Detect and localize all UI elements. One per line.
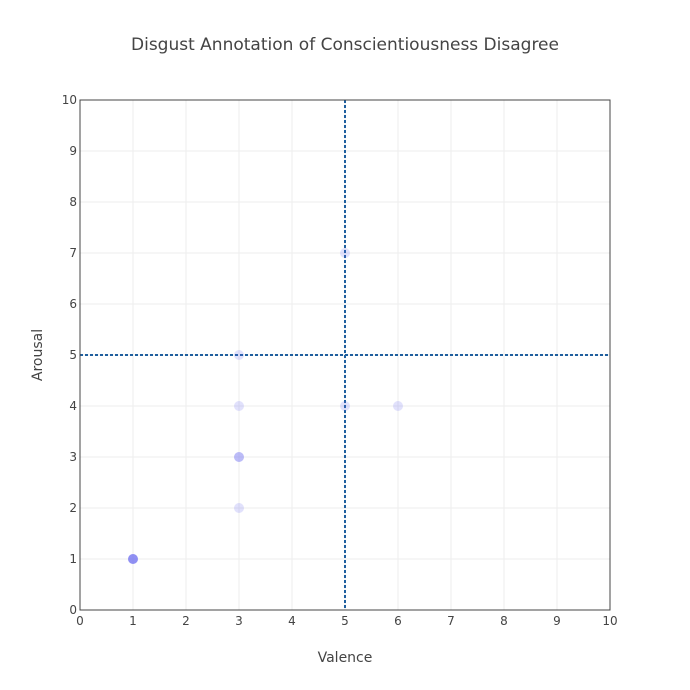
chart-title: Disgust Annotation of Conscientiousness … <box>131 35 559 55</box>
data-point <box>234 503 244 513</box>
y-tick-label: 2 <box>69 501 77 515</box>
y-axis-ticks: 0 1 2 3 4 5 6 7 8 9 10 <box>62 93 77 617</box>
y-tick-label: 9 <box>69 144 77 158</box>
data-point <box>393 401 403 411</box>
x-tick-label: 3 <box>235 614 243 628</box>
y-tick-label: 0 <box>69 603 77 617</box>
y-tick-label: 1 <box>69 552 77 566</box>
x-tick-label: 7 <box>447 614 455 628</box>
y-tick-label: 10 <box>62 93 77 107</box>
data-point <box>340 248 350 258</box>
x-tick-label: 0 <box>76 614 84 628</box>
x-tick-label: 10 <box>602 614 617 628</box>
data-point <box>234 350 244 360</box>
y-tick-label: 6 <box>69 297 77 311</box>
x-tick-label: 9 <box>553 614 561 628</box>
y-tick-label: 5 <box>69 348 77 362</box>
x-tick-label: 2 <box>182 614 190 628</box>
reference-lines <box>80 100 610 610</box>
y-tick-label: 3 <box>69 450 77 464</box>
y-axis-title: Arousal <box>30 329 46 381</box>
y-tick-label: 4 <box>69 399 77 413</box>
x-tick-label: 4 <box>288 614 296 628</box>
x-tick-label: 5 <box>341 614 349 628</box>
plot-frame <box>79 99 611 611</box>
x-tick-label: 6 <box>394 614 402 628</box>
x-axis-title: Valence <box>318 650 373 666</box>
x-tick-label: 8 <box>500 614 508 628</box>
data-points <box>128 248 403 564</box>
y-tick-label: 7 <box>69 246 77 260</box>
data-point <box>340 401 350 411</box>
data-point <box>128 554 138 564</box>
data-point <box>234 401 244 411</box>
data-point <box>234 452 244 462</box>
x-axis-ticks: 0 1 2 3 4 5 6 7 8 9 10 <box>76 614 617 628</box>
y-tick-label: 8 <box>69 195 77 209</box>
x-tick-label: 1 <box>129 614 137 628</box>
